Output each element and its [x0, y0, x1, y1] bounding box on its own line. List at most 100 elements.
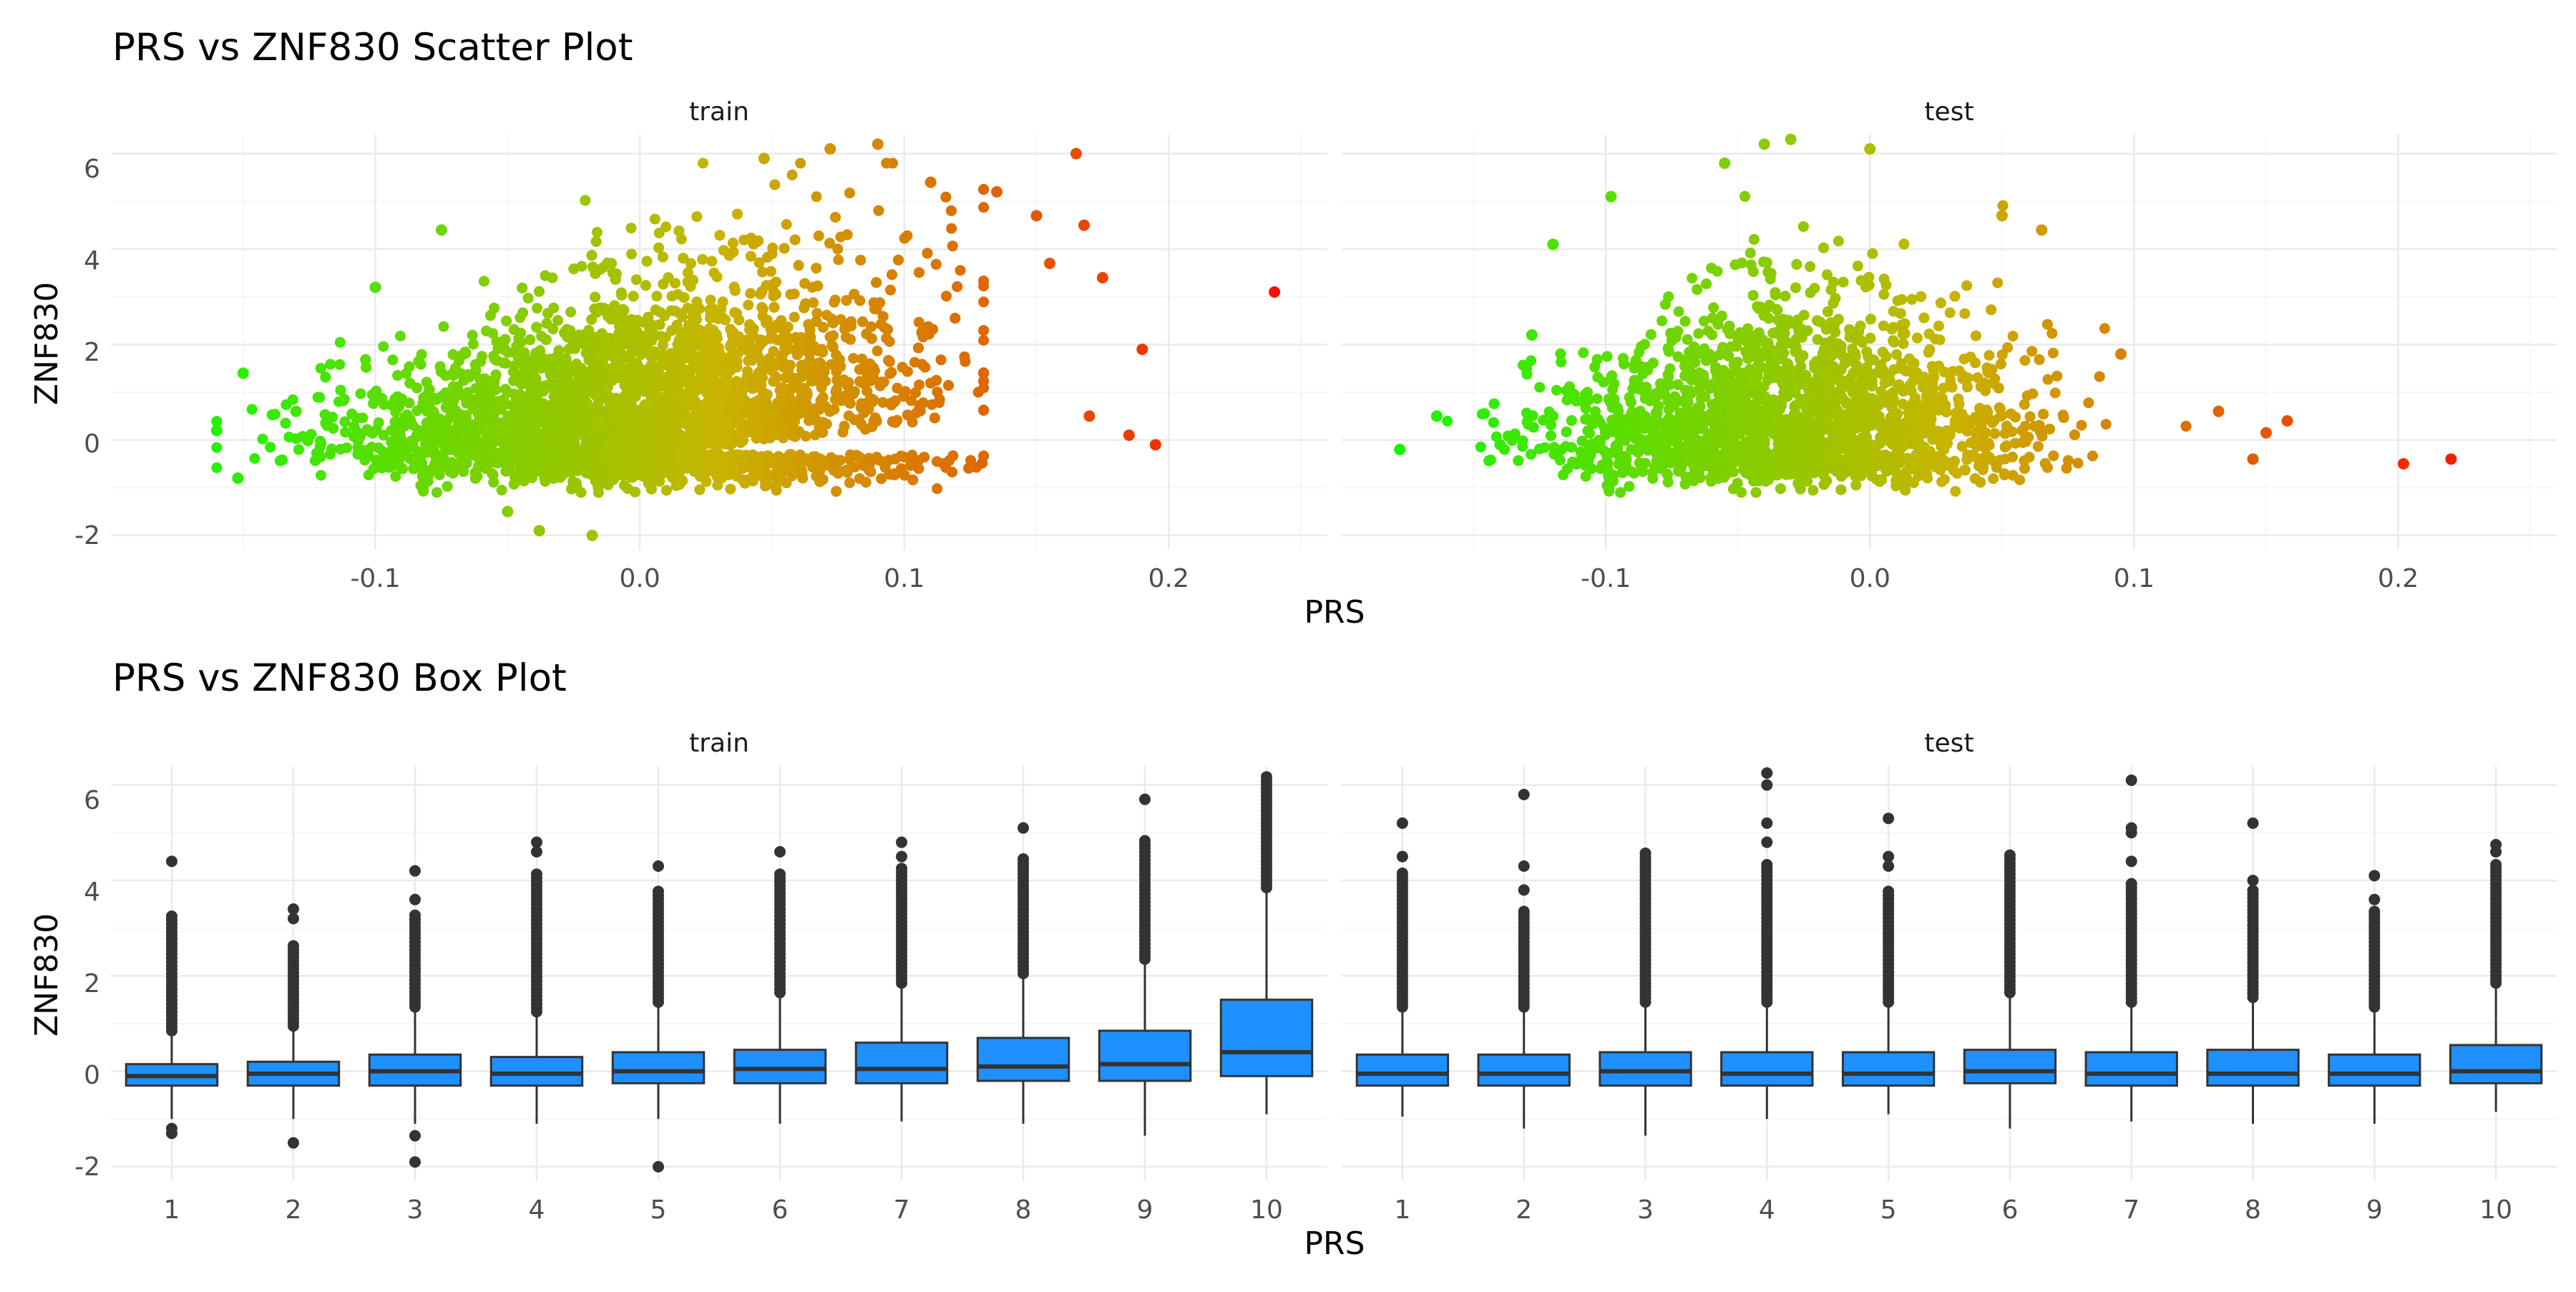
scatter-point — [876, 473, 887, 484]
scatter-point — [431, 487, 442, 498]
scatter-point — [389, 454, 400, 465]
scatter-point — [867, 373, 877, 384]
scatter-point — [753, 351, 763, 362]
scatter-point — [462, 458, 472, 469]
scatter-point — [919, 362, 930, 373]
scatter-point — [374, 442, 384, 453]
scatter-point — [488, 351, 499, 361]
scatter-point — [946, 205, 957, 216]
scatter-point — [977, 458, 987, 469]
scatter-point — [348, 432, 359, 442]
scatter-point — [973, 387, 984, 398]
scatter-point — [694, 485, 705, 495]
scatter-point — [730, 285, 741, 296]
scatter-point — [940, 192, 951, 203]
scatter-point — [861, 329, 872, 339]
scatter-point — [566, 484, 577, 495]
scatter-point — [531, 322, 542, 333]
scatter-point — [470, 467, 481, 478]
scatter-point — [327, 412, 338, 422]
scatter-point — [845, 398, 856, 409]
scatter-point — [310, 455, 321, 466]
scatter-point — [727, 329, 738, 340]
scatter-point — [516, 392, 527, 402]
scatter-point — [360, 354, 371, 365]
scatter-point — [364, 470, 374, 480]
scatter-point — [902, 409, 913, 420]
scatter-point — [914, 317, 924, 328]
scatter-point — [732, 209, 743, 220]
scatter-point — [602, 382, 613, 392]
scatter-point — [552, 315, 563, 326]
scatter-point — [787, 383, 798, 394]
scatter-point — [790, 235, 801, 246]
scatter-point — [424, 384, 435, 395]
scatter-point — [514, 312, 525, 323]
scatter-point — [658, 252, 668, 263]
scatter-point — [910, 387, 921, 398]
scatter-point — [783, 365, 794, 376]
scatter-point — [293, 445, 304, 455]
scatter-point — [736, 437, 746, 448]
scatter-point — [468, 339, 479, 349]
scatter-point — [474, 455, 485, 466]
scatter-point — [631, 274, 642, 285]
scatter-point — [845, 334, 856, 345]
scatter-point — [831, 486, 841, 497]
scatter-point — [439, 321, 449, 332]
scatter-point — [959, 351, 970, 362]
scatter-point — [844, 188, 855, 198]
scatter-point — [878, 397, 889, 408]
scatter-point — [576, 487, 587, 498]
scatter-point — [404, 398, 414, 409]
scatter-point — [755, 288, 766, 299]
scatter-point — [824, 238, 835, 248]
scatter-point — [769, 180, 780, 190]
scatter-point — [593, 487, 604, 498]
scatter-point — [328, 423, 338, 434]
scatter-point — [523, 293, 534, 303]
scatter-point — [940, 462, 951, 473]
scatter-point — [567, 361, 577, 372]
scatter-point — [779, 334, 790, 345]
scatter-point — [640, 280, 651, 291]
scatter-point — [547, 273, 558, 283]
scatter-point — [595, 414, 605, 425]
scatter-point — [390, 471, 401, 482]
scatter-point — [899, 233, 910, 243]
scatter-point — [614, 372, 625, 383]
scatter-point — [341, 442, 352, 453]
scatter-point — [351, 413, 362, 424]
scatter-point — [628, 291, 639, 301]
scatter-point — [686, 258, 696, 269]
scatter-point — [706, 295, 716, 306]
scatter-title: PRS vs ZNF830 Scatter Plot — [112, 26, 633, 69]
scatter-point — [408, 463, 419, 474]
scatter-point — [444, 402, 455, 412]
scatter-point — [688, 334, 699, 344]
scatter-point — [314, 392, 325, 403]
scatter-point — [617, 353, 628, 364]
scatter-point — [978, 296, 989, 307]
scatter-point — [872, 303, 882, 314]
scatter-point — [387, 354, 398, 365]
scatter-point — [265, 442, 275, 452]
scatter-point — [642, 256, 653, 267]
scatter-point — [578, 465, 589, 475]
scatter-point — [806, 376, 816, 387]
scatter-point — [795, 158, 806, 169]
scatter-point — [804, 355, 815, 366]
scatter-point — [811, 191, 822, 202]
scatter-point — [746, 251, 756, 262]
scatter-point — [836, 395, 847, 406]
scatter-point — [786, 289, 796, 300]
scatter-point — [842, 229, 853, 240]
scatter-point — [890, 395, 901, 406]
scatter-point — [390, 407, 401, 417]
scatter-point — [881, 158, 892, 169]
scatter-point — [741, 476, 751, 487]
scatter-point — [568, 263, 579, 274]
scatter-point — [517, 283, 527, 293]
scatter-point — [712, 271, 723, 282]
